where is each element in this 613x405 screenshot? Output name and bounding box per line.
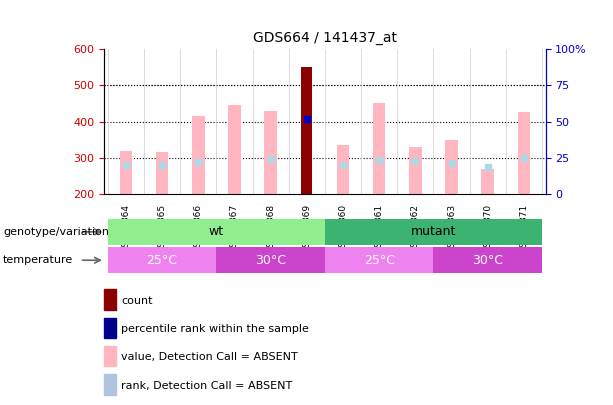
Bar bbox=[104, 289, 116, 309]
Text: percentile rank within the sample: percentile rank within the sample bbox=[121, 324, 309, 334]
Bar bbox=[481, 169, 494, 194]
Text: genotype/variation: genotype/variation bbox=[3, 227, 109, 237]
Bar bbox=[302, 67, 312, 194]
Text: 25°C: 25°C bbox=[147, 254, 178, 267]
Bar bbox=[337, 145, 349, 194]
Bar bbox=[264, 111, 277, 194]
Bar bbox=[216, 247, 325, 273]
Bar bbox=[104, 346, 116, 366]
Bar bbox=[433, 247, 542, 273]
Bar bbox=[517, 113, 530, 194]
Text: wt: wt bbox=[209, 225, 224, 239]
Title: GDS664 / 141437_at: GDS664 / 141437_at bbox=[253, 31, 397, 45]
Bar bbox=[104, 318, 116, 338]
Text: 30°C: 30°C bbox=[255, 254, 286, 267]
Bar bbox=[108, 247, 216, 273]
Bar bbox=[373, 103, 386, 194]
Text: 25°C: 25°C bbox=[364, 254, 395, 267]
Text: 30°C: 30°C bbox=[472, 254, 503, 267]
Bar bbox=[445, 140, 458, 194]
Bar bbox=[104, 374, 116, 394]
Bar bbox=[156, 153, 169, 194]
Bar bbox=[409, 147, 422, 194]
Bar bbox=[108, 219, 325, 245]
Text: value, Detection Call = ABSENT: value, Detection Call = ABSENT bbox=[121, 352, 298, 362]
Bar bbox=[228, 105, 241, 194]
Text: temperature: temperature bbox=[3, 255, 74, 265]
Bar bbox=[325, 247, 433, 273]
Text: mutant: mutant bbox=[411, 225, 456, 239]
Text: count: count bbox=[121, 296, 153, 305]
Text: rank, Detection Call = ABSENT: rank, Detection Call = ABSENT bbox=[121, 381, 292, 390]
Bar bbox=[120, 151, 132, 194]
Bar bbox=[325, 219, 542, 245]
Bar bbox=[192, 116, 205, 194]
